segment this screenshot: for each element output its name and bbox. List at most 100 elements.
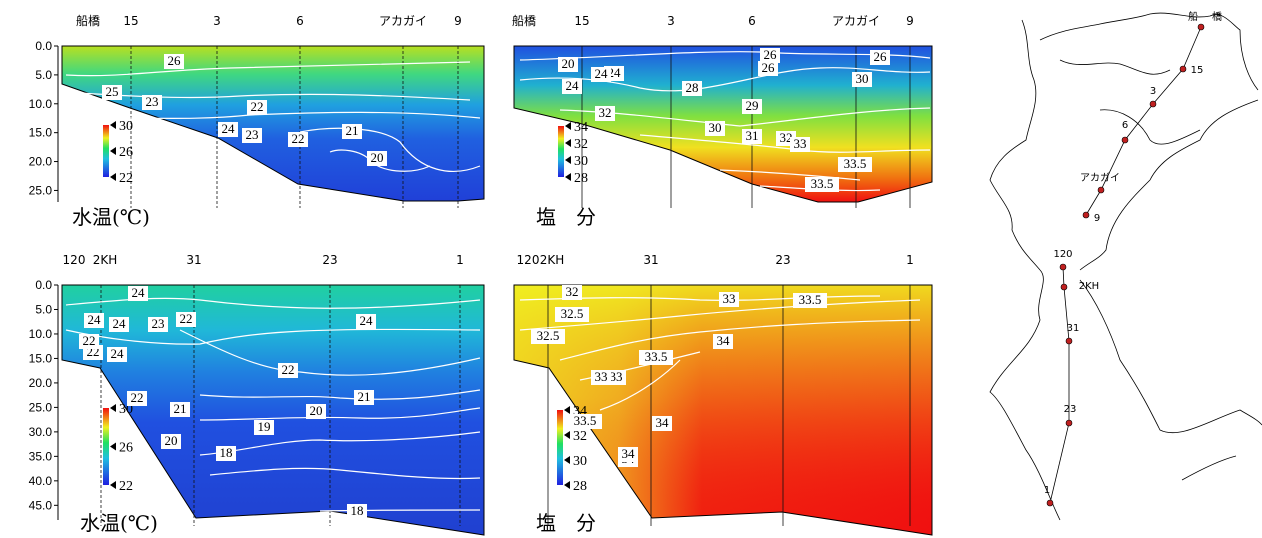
contour-label-bg [568, 414, 602, 429]
contour-label: 24 [132, 285, 146, 300]
legend-colorbar [557, 410, 563, 485]
contour-label-bg [562, 285, 582, 300]
legend-marker [564, 406, 570, 414]
contour-label-bg [531, 329, 565, 344]
contour-line [559, 319, 921, 361]
survey-line-south [1049, 266, 1070, 504]
coastline [1059, 59, 1171, 75]
contour-label: 33.5 [645, 349, 668, 364]
depth-tick-label: 5.0 [35, 68, 52, 82]
legend-colorbar [558, 126, 564, 177]
legend-label: 22 [119, 171, 133, 186]
contour-line [559, 107, 931, 127]
panel-caption: 塩 分 [536, 205, 596, 229]
legend-colorbar [103, 408, 109, 485]
contour-label-bg [356, 314, 376, 329]
contour-label: 20 [371, 150, 384, 165]
legend-marker [565, 173, 571, 181]
depth-tick-label: 20.0 [29, 155, 53, 169]
section-outline [513, 284, 933, 536]
contour-label: 32 [566, 284, 579, 299]
contour-label-bg [102, 85, 122, 100]
contour-label-bg [742, 99, 762, 114]
panel-bottom-right: 120 2KH 31 23 1 34 32 30 28 塩 分 [513, 253, 933, 536]
contour-label-bg [367, 151, 387, 166]
station-label: 船橋 [76, 14, 100, 28]
contour-label-bg [109, 317, 129, 332]
contour-label: 33 [723, 291, 736, 306]
contour-label-bg [852, 72, 872, 87]
station-label: 1 [456, 253, 464, 267]
contour-label: 20 [310, 403, 323, 418]
depth-tick-label: 0.0 [35, 39, 52, 53]
legend-label: 30 [573, 454, 587, 469]
station-label: 120 [63, 253, 86, 267]
contour-label: 32 [599, 105, 612, 120]
contour-label: 19 [258, 419, 271, 434]
contour-label-bg [555, 307, 589, 322]
legend-marker [110, 147, 116, 155]
contour-label-bg [128, 286, 148, 301]
legend-label: 28 [573, 479, 587, 494]
contour-label: 24 [113, 316, 127, 331]
legend-label: 30 [119, 119, 133, 134]
station-label: 31 [643, 253, 658, 267]
legend-label: 28 [574, 171, 588, 186]
station-label: 船橋 [512, 14, 536, 28]
legend-label: 22 [119, 479, 133, 494]
contour-line [199, 389, 481, 400]
contour-label: 24 [566, 78, 580, 93]
contour-label-bg [107, 347, 127, 362]
depth-tick-label: 15.0 [29, 351, 53, 365]
contour-label: 20 [562, 56, 575, 71]
depth-tick-label: 0.0 [35, 278, 52, 292]
legend-label: 30 [574, 154, 588, 169]
panel-caption: 水温(℃) [80, 511, 158, 535]
contour-label-bg [127, 391, 147, 406]
contour-label-bg [247, 100, 267, 115]
contour-label: 22 [131, 390, 144, 405]
coastline [1181, 455, 1237, 481]
legend-marker [564, 431, 570, 439]
contour-label: 31 [746, 128, 759, 143]
contour-label: 21 [174, 401, 187, 416]
coastline [1079, 99, 1259, 271]
contour-label: 21 [358, 389, 371, 404]
coastline [989, 19, 1041, 271]
map-station-label: 船 [1188, 10, 1198, 23]
contour-label: 23 [152, 316, 165, 331]
contour-label: 33.5 [844, 156, 867, 171]
contour-line [65, 61, 471, 77]
contour-label-bg [758, 61, 778, 76]
legend-marker [565, 122, 571, 130]
station-label: 23 [775, 253, 790, 267]
station-label: 15 [123, 14, 138, 28]
contour-line [599, 359, 681, 411]
contour-label-bg [216, 446, 236, 461]
map-station-label: 6 [1122, 120, 1128, 131]
legend-label: 34 [574, 120, 588, 135]
contour-label-bg [618, 447, 638, 462]
coastline [989, 269, 1061, 521]
depth-tick-label: 45.0 [29, 498, 53, 512]
contour-label: 23 [246, 127, 259, 142]
contour-label-bg [793, 293, 827, 308]
contour-label: 32 [780, 130, 793, 145]
station-label: 2KH [93, 253, 118, 267]
depth-tick-label: 30.0 [29, 425, 53, 439]
contour-line [519, 67, 931, 92]
map-station-label: 橋 [1212, 10, 1222, 23]
contour-label-bg [838, 157, 872, 172]
contour-label-bg [342, 124, 362, 139]
depth-tick-label: 40.0 [29, 474, 53, 488]
station-label: 2KH [540, 253, 565, 267]
legend-label: 26 [119, 441, 133, 456]
contour-label-bg [148, 317, 168, 332]
contour-label-bg [176, 312, 196, 327]
map-station-label: 23 [1064, 404, 1077, 415]
station-dot [1046, 499, 1054, 507]
contour-label-bg [558, 57, 578, 72]
survey-line-north [1085, 26, 1202, 216]
